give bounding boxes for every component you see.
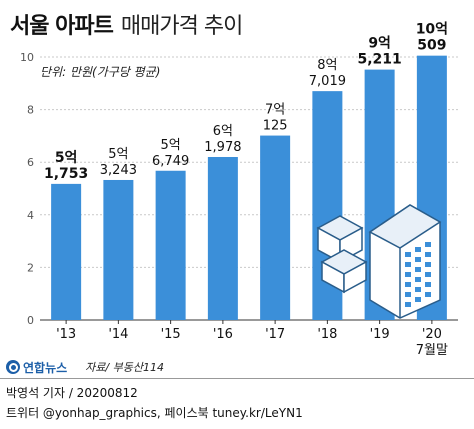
bar-chart: 0246810'135억1,753'145억3,243'155억6,749'16… [20, 22, 458, 356]
y-tick-label: 4 [27, 209, 34, 222]
data-label-bottom: 7,019 [309, 74, 346, 89]
bar-14 [103, 179, 134, 320]
title-main: 서울 아파트 [10, 14, 114, 39]
data-label-top: 8억 [317, 58, 337, 73]
yonhap-logo-icon [6, 360, 20, 374]
title-sub: 매매가격 추이 [120, 14, 243, 39]
x-tick-label: '18 [317, 327, 337, 342]
byline: 박영석 기자 / 20200812 [6, 386, 138, 400]
data-label-bottom: 5,211 [357, 52, 401, 68]
data-label-bottom: 125 [263, 119, 288, 134]
data-label-top: 5억 [55, 150, 78, 166]
unit-note: 단위: 만원(가구당 평균) [40, 65, 161, 79]
data-label-top: 6억 [213, 124, 233, 139]
bar-13 [51, 183, 82, 320]
data-label-top: 5억 [108, 147, 128, 162]
x-tick-label: '14 [108, 327, 128, 342]
y-tick-label: 10 [20, 51, 34, 64]
x-tick-label: '16 [213, 327, 233, 342]
apartment-building-illustration [316, 204, 442, 319]
data-label-top: 9억 [368, 36, 391, 52]
bar-16 [207, 156, 238, 320]
bar-15 [155, 170, 186, 320]
data-label-bottom: 3,243 [100, 163, 137, 178]
bar-17 [260, 135, 291, 320]
y-tick-label: 2 [27, 261, 34, 274]
x-tick-sublabel: 7월말 [416, 343, 448, 356]
data-label-bottom: 1,753 [44, 166, 88, 182]
data-label-top: 5억 [161, 138, 181, 153]
x-tick-label: '19 [370, 327, 390, 342]
y-tick-label: 0 [27, 314, 34, 327]
x-tick-label: '15 [161, 327, 181, 342]
footer-source-row: 연합뉴스 자료/ 부동산114 [0, 356, 474, 378]
data-label-bottom: 6,749 [152, 154, 189, 169]
x-tick-label: '20 [422, 327, 442, 342]
y-tick-label: 6 [27, 156, 34, 169]
data-label-bottom: 1,978 [204, 140, 241, 155]
data-source: 자료/ 부동산114 [85, 361, 164, 374]
footer-divider [0, 378, 474, 379]
data-label-top: 10억 [416, 22, 448, 38]
data-label-top: 7억 [265, 103, 285, 118]
x-tick-label: '13 [56, 327, 76, 342]
x-tick-label: '17 [265, 327, 285, 342]
data-label-bottom: 509 [417, 38, 446, 54]
chart-title: 서울 아파트 매매가격 추이 [10, 8, 243, 44]
social-credits: 트위터 @yonhap_graphics, 페이스북 tuney.kr/LeYN… [6, 406, 303, 420]
yonhap-logo: 연합뉴스 [6, 359, 67, 376]
yonhap-logo-text: 연합뉴스 [23, 360, 68, 375]
y-tick-label: 8 [27, 104, 34, 117]
